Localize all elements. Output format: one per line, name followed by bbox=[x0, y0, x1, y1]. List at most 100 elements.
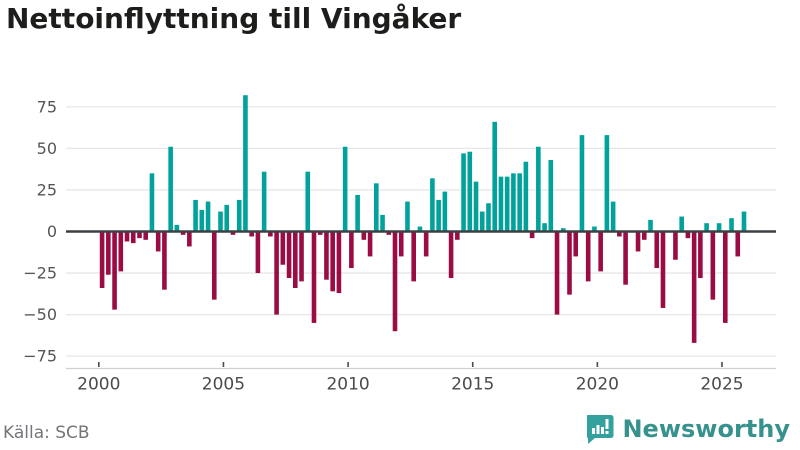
x-axis-tick-label: 2015 bbox=[451, 375, 494, 395]
bar-2020Q1 bbox=[598, 231, 603, 272]
bar-2002Q1 bbox=[149, 173, 155, 232]
bar-2007Q4 bbox=[292, 231, 298, 289]
bar-2021Q3 bbox=[635, 231, 641, 252]
x-axis-tick-label: 2025 bbox=[700, 375, 743, 395]
bar-2012Q4 bbox=[417, 226, 423, 232]
bar-2015Q1 bbox=[473, 181, 479, 232]
bar-2019Q3 bbox=[585, 231, 591, 282]
bar-2024Q4 bbox=[716, 223, 722, 232]
bar-2003Q2 bbox=[180, 231, 186, 235]
bar-2014Q3 bbox=[461, 153, 466, 232]
bar-2013Q1 bbox=[423, 231, 429, 257]
bar-2019Q1 bbox=[573, 231, 579, 257]
bar-2003Q1 bbox=[174, 224, 180, 232]
bar-2004Q1 bbox=[199, 209, 205, 232]
bar-2015Q2 bbox=[479, 211, 485, 232]
source-note: Källa: SCB bbox=[3, 423, 90, 443]
bar-2013Q2 bbox=[430, 178, 435, 232]
x-axis-tick-label: 2020 bbox=[576, 375, 619, 395]
bar-2002Q4 bbox=[168, 146, 173, 232]
bar-2012Q2 bbox=[405, 201, 410, 232]
bar-2022Q3 bbox=[660, 231, 666, 308]
bar-2023Q2 bbox=[679, 216, 684, 232]
bar-2018Q4 bbox=[567, 231, 572, 295]
bar-2011Q4 bbox=[392, 231, 398, 332]
bar-2006Q1 bbox=[249, 231, 254, 237]
bar-2018Q1 bbox=[548, 160, 554, 232]
bar-2005Q2 bbox=[230, 231, 236, 235]
newsworthy-bar-chart-icon bbox=[587, 415, 614, 444]
bar-2001Q3 bbox=[137, 231, 142, 239]
bar-2003Q3 bbox=[187, 231, 192, 247]
y-axis-tick-label: −50 bbox=[23, 305, 57, 324]
bar-2018Q2 bbox=[554, 231, 560, 315]
bar-2012Q3 bbox=[411, 231, 416, 282]
bar-2009Q4 bbox=[342, 146, 348, 232]
bar-2013Q3 bbox=[436, 199, 441, 232]
bar-2001Q4 bbox=[143, 231, 149, 240]
bar-2006Q4 bbox=[268, 231, 273, 237]
bar-2020Q4 bbox=[617, 231, 622, 237]
y-axis-tick-label: 0 bbox=[47, 222, 57, 241]
bar-2022Q1 bbox=[648, 219, 653, 232]
bar-2001Q2 bbox=[130, 231, 136, 244]
bar-2022Q2 bbox=[654, 231, 660, 269]
bar-2002Q3 bbox=[162, 231, 167, 290]
bar-2025Q2 bbox=[729, 218, 734, 232]
bar-2016Q1 bbox=[498, 176, 504, 232]
bar-2009Q1 bbox=[324, 231, 329, 280]
bar-2002Q2 bbox=[155, 231, 161, 252]
bar-2011Q1 bbox=[374, 183, 379, 232]
bar-2019Q4 bbox=[592, 226, 597, 232]
chart-title: Nettoinflyttning till Vingåker bbox=[6, 2, 462, 35]
bar-2017Q4 bbox=[542, 223, 547, 232]
bar-2005Q4 bbox=[243, 95, 248, 232]
bar-2016Q4 bbox=[517, 173, 522, 232]
bar-2008Q1 bbox=[299, 231, 304, 282]
bar-2020Q2 bbox=[604, 135, 610, 232]
bar-2003Q4 bbox=[193, 199, 198, 232]
bar-2013Q4 bbox=[442, 191, 448, 232]
brand-name: Newsworthy bbox=[622, 415, 790, 443]
bar-2017Q2 bbox=[529, 231, 535, 239]
bar-2025Q4 bbox=[741, 211, 747, 232]
bar-2016Q2 bbox=[504, 176, 510, 232]
bar-2001Q1 bbox=[124, 231, 130, 242]
bar-2023Q1 bbox=[673, 231, 678, 260]
bar-2020Q3 bbox=[610, 201, 616, 232]
bar-2016Q3 bbox=[511, 173, 516, 232]
y-axis-tick-label: −75 bbox=[23, 347, 57, 366]
brand-logo: Newsworthy bbox=[587, 412, 790, 446]
bar-2000Q1 bbox=[99, 231, 105, 289]
bar-2021Q4 bbox=[641, 231, 647, 240]
x-axis-tick-label: 2010 bbox=[326, 375, 369, 395]
bar-2009Q3 bbox=[336, 231, 342, 293]
bar-2000Q2 bbox=[106, 231, 111, 275]
bar-2024Q3 bbox=[710, 231, 716, 300]
bar-2024Q2 bbox=[704, 223, 709, 232]
bar-2006Q2 bbox=[255, 231, 261, 274]
bar-2005Q3 bbox=[236, 199, 242, 232]
bar-2000Q4 bbox=[118, 231, 124, 272]
bar-2014Q2 bbox=[455, 231, 460, 240]
bar-2010Q2 bbox=[355, 194, 360, 232]
y-axis-tick-label: 75 bbox=[37, 97, 57, 116]
bar-2006Q3 bbox=[261, 171, 267, 232]
bar-2007Q1 bbox=[274, 231, 279, 315]
bar-2011Q2 bbox=[380, 214, 385, 232]
bar-2019Q2 bbox=[579, 135, 585, 232]
x-axis-tick-label: 2005 bbox=[202, 375, 245, 395]
x-axis-tick-label: 2000 bbox=[77, 375, 120, 395]
y-axis-tick-label: 25 bbox=[37, 180, 57, 199]
bar-2015Q4 bbox=[492, 121, 498, 232]
bar-2017Q3 bbox=[536, 146, 541, 232]
bar-2025Q3 bbox=[735, 231, 741, 257]
bar-2012Q1 bbox=[398, 231, 404, 257]
bar-2004Q2 bbox=[205, 201, 211, 232]
bar-2005Q1 bbox=[224, 204, 230, 232]
bar-2000Q3 bbox=[112, 231, 117, 310]
bar-2017Q1 bbox=[523, 161, 529, 232]
y-axis-tick-label: 50 bbox=[37, 139, 57, 158]
bar-2004Q3 bbox=[211, 231, 217, 300]
